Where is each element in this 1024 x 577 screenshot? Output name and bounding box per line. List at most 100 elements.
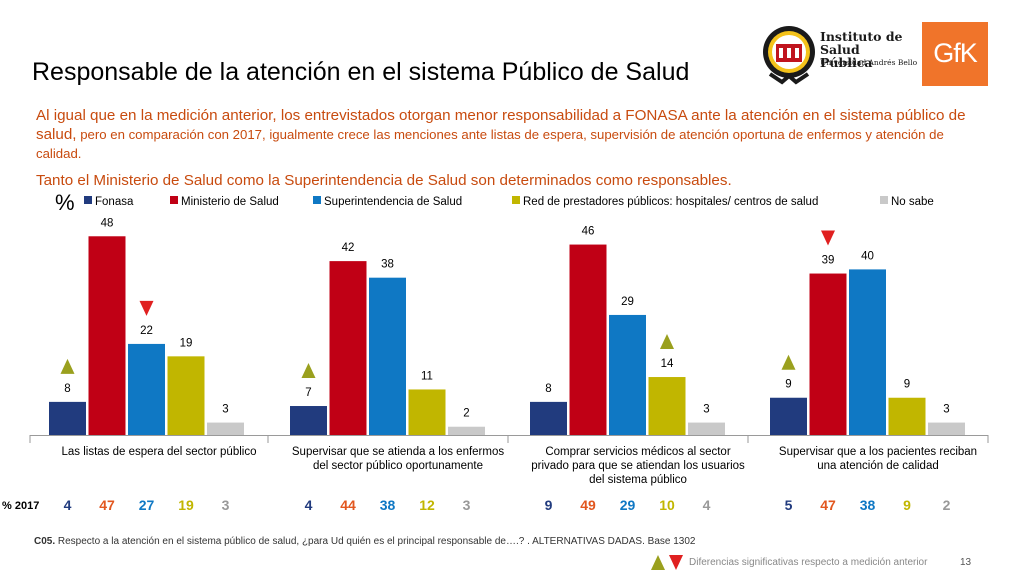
data-label: 9 xyxy=(785,379,791,391)
bar xyxy=(888,397,926,435)
isp-logo: Instituto de Salud Pública Universidad An… xyxy=(762,22,917,86)
data-label: 39 xyxy=(822,255,835,267)
comparison-value: 5 xyxy=(785,497,793,513)
data-label: 46 xyxy=(582,226,595,238)
data-label: 22 xyxy=(140,325,153,337)
increase-marker xyxy=(660,334,674,350)
bar xyxy=(207,422,244,435)
bar xyxy=(167,356,205,435)
gfk-logo: GfK xyxy=(922,22,988,86)
bar xyxy=(408,389,446,435)
comparison-value: 3 xyxy=(222,497,230,513)
data-label: 42 xyxy=(342,242,355,254)
comparison-value: 47 xyxy=(820,497,836,513)
data-label: 7 xyxy=(305,387,311,399)
comparison-value: 9 xyxy=(545,497,553,513)
comparison-value: 10 xyxy=(659,497,675,513)
category-label: privado para que se atiendan los usuario… xyxy=(531,460,745,472)
data-label: 38 xyxy=(381,259,394,271)
legend-swatch xyxy=(313,196,321,204)
legend-label: Fonasa xyxy=(95,196,134,208)
comparison-row-label: % 2017 xyxy=(2,500,39,512)
significance-legend: Diferencias significativas respecto a me… xyxy=(651,552,951,572)
significance-label: Diferencias significativas respecto a me… xyxy=(689,557,928,568)
data-label: 19 xyxy=(180,337,193,349)
category-label: Supervisar que a los pacientes reciban xyxy=(779,446,977,458)
comparison-value: 44 xyxy=(340,497,356,513)
bar xyxy=(849,269,886,435)
data-label: 3 xyxy=(943,404,949,416)
bar xyxy=(648,377,686,435)
legend-label: No sabe xyxy=(891,196,934,208)
question-footnote: C05. Respecto a la atención en el sistem… xyxy=(34,536,696,547)
data-label: 3 xyxy=(222,404,228,416)
bar xyxy=(928,422,965,435)
comparison-value: 49 xyxy=(580,497,596,513)
decrease-marker xyxy=(139,300,154,316)
increase-marker xyxy=(781,354,796,370)
decrease-marker xyxy=(821,230,835,246)
bar xyxy=(88,236,126,435)
data-label: 9 xyxy=(904,379,910,391)
data-label: 3 xyxy=(703,404,709,416)
data-label: 8 xyxy=(64,383,70,395)
legend-swatch xyxy=(170,196,178,204)
increase-marker xyxy=(301,363,316,379)
summary-text: Al igual que en la medición anterior, lo… xyxy=(36,106,966,163)
category-label: Las listas de espera del sector público xyxy=(62,446,257,458)
data-label: 2 xyxy=(463,408,469,420)
legend-label: Superintendencia de Salud xyxy=(324,196,462,208)
bar xyxy=(688,422,725,435)
category-label: del sistema público xyxy=(589,474,687,486)
comparison-value: 4 xyxy=(64,497,72,513)
isp-name: Instituto de Salud Pública xyxy=(820,29,903,70)
category-label: Comprar servicios médicos al sector xyxy=(545,446,731,458)
summary-detail: pero en comparación con 2017, igualmente… xyxy=(36,127,944,161)
comparison-value: 3 xyxy=(463,497,471,513)
comparison-value: 9 xyxy=(903,497,911,513)
comparison-value: 38 xyxy=(380,497,396,513)
bar xyxy=(609,314,646,435)
category-label: una atención de calidad xyxy=(817,460,939,472)
comparison-value: 27 xyxy=(139,497,155,513)
significance-triangles-icon xyxy=(651,555,683,570)
comparison-value: 4 xyxy=(305,497,313,513)
bar xyxy=(49,401,86,435)
data-label: 40 xyxy=(861,250,874,262)
unit-label: % xyxy=(55,190,75,215)
category-label: del sector público oportunamente xyxy=(313,460,483,472)
comparison-value: 4 xyxy=(703,497,711,513)
legend-swatch xyxy=(512,196,520,204)
bar xyxy=(329,261,367,435)
bar xyxy=(569,244,607,435)
comparison-value: 47 xyxy=(99,497,115,513)
bar xyxy=(290,406,327,435)
data-label: 29 xyxy=(621,296,634,308)
bar xyxy=(128,343,165,435)
data-label: 8 xyxy=(545,383,551,395)
legend-swatch xyxy=(880,196,888,204)
comparison-value: 2 xyxy=(943,497,951,513)
comparison-value: 19 xyxy=(178,497,194,513)
data-label: 48 xyxy=(101,217,114,229)
comparison-value: 29 xyxy=(620,497,636,513)
data-label: 14 xyxy=(661,358,674,370)
summary-text-2: Tanto el Ministerio de Salud como la Sup… xyxy=(36,172,732,189)
legend-label: Ministerio de Salud xyxy=(181,196,279,208)
bar xyxy=(448,426,485,435)
bar xyxy=(770,397,807,435)
page-title: Responsable de la atención en el sistema… xyxy=(32,58,690,86)
comparison-value: 38 xyxy=(860,497,876,513)
bar xyxy=(530,401,567,435)
data-label: 11 xyxy=(421,370,433,382)
summary-main: Al igual que en la medición anterior, lo… xyxy=(36,107,966,143)
bar xyxy=(369,277,406,435)
isp-seal-icon xyxy=(763,26,815,85)
page-number: 13 xyxy=(960,557,972,568)
isp-university: Universidad Andrés Bello xyxy=(820,58,918,67)
category-label: Supervisar que se atienda a los enfermos xyxy=(292,446,504,458)
bar xyxy=(809,273,847,435)
comparison-value: 12 xyxy=(419,497,435,513)
legend-label: Red de prestadores públicos: hospitales/… xyxy=(523,196,818,208)
